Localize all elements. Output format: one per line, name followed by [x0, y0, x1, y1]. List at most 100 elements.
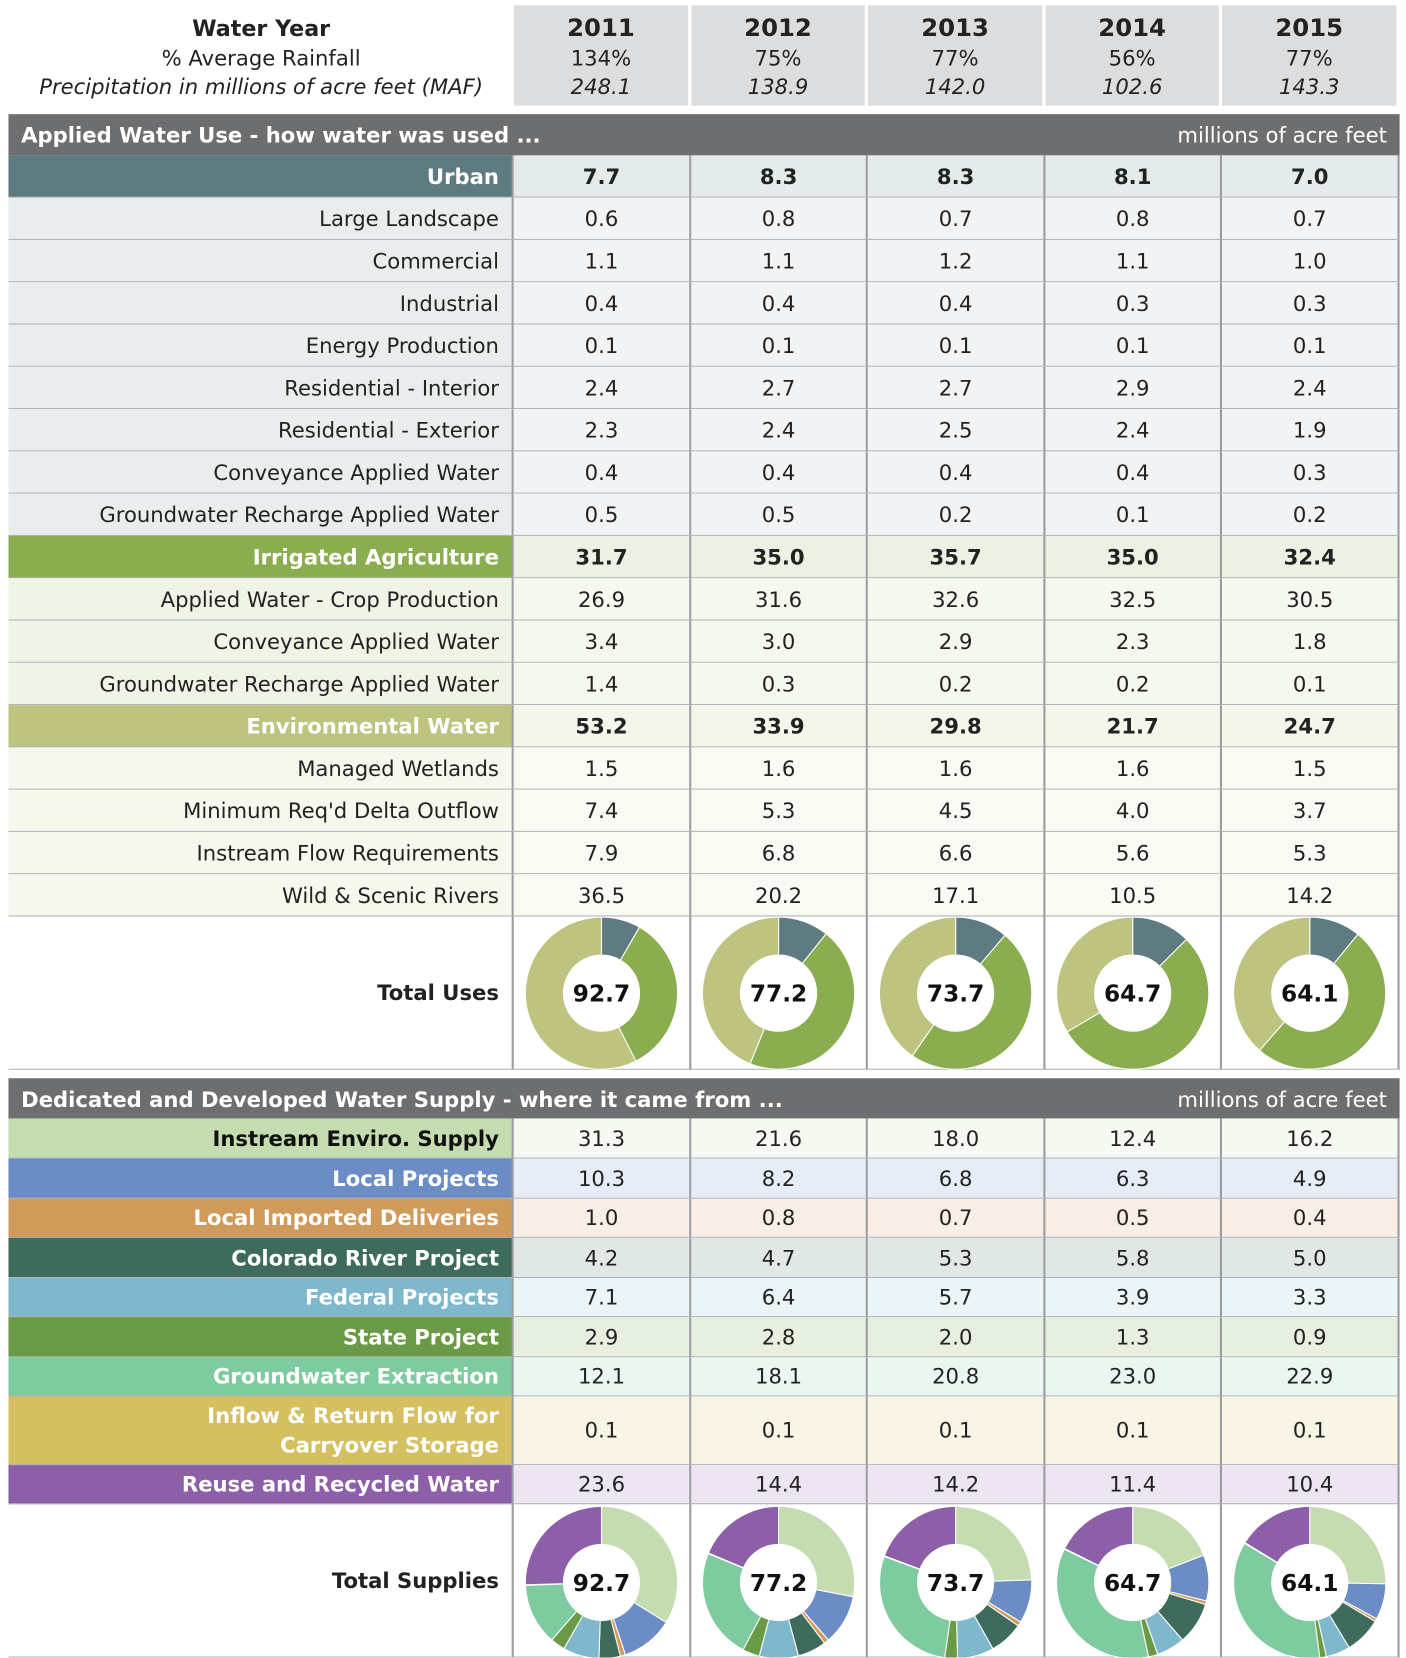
supply-value: 8.2	[691, 1158, 868, 1199]
supply-value-text: 4.9	[1292, 1165, 1327, 1191]
group-value: 35.0	[691, 535, 868, 579]
row-label-text: Managed Wetlands	[297, 755, 499, 781]
row-value: 1.6	[1045, 747, 1223, 790]
row-value: 0.6	[513, 197, 692, 240]
row-value: 2.5	[867, 409, 1046, 452]
donut-total: 77.2	[750, 1570, 807, 1597]
precipitation: 142.0	[868, 72, 1042, 102]
row-value-text: 1.1	[584, 247, 619, 274]
section-title-text: Applied Water Use - how water was used .…	[21, 122, 541, 148]
row-value: 0.3	[1222, 451, 1400, 494]
supply-value-text: 3.3	[1292, 1284, 1327, 1310]
row-label: Groundwater Recharge Applied Water	[8, 662, 514, 706]
supply-label: Local Imported Deliveries	[8, 1198, 514, 1238]
row-value-text: 2.4	[584, 374, 619, 401]
supply-value: 0.4	[1222, 1198, 1400, 1238]
row-value-text: 0.5	[584, 501, 619, 527]
total-label-text: Total Uses	[377, 979, 499, 1006]
supply-value-text: 23.0	[1109, 1363, 1157, 1390]
group-value-text: 32.4	[1283, 543, 1336, 570]
supply-value-text: 31.3	[577, 1125, 626, 1151]
row-value: 1.2	[867, 239, 1046, 283]
supply-value-text: 6.8	[938, 1165, 973, 1191]
row-value: 0.4	[867, 282, 1046, 325]
supply-value-text: 20.8	[932, 1363, 980, 1390]
row-label-text: Wild & Scenic Rivers	[281, 882, 499, 908]
row-value-text: 6.8	[761, 839, 796, 866]
row-value: 2.7	[867, 366, 1046, 410]
row-value-text: 3.7	[1292, 797, 1327, 823]
row-value: 0.1	[513, 324, 692, 367]
row-value-text: 17.1	[932, 882, 980, 908]
rainfall: 75%	[691, 43, 864, 73]
year-text: 2011	[567, 14, 635, 43]
precipitation: 248.1	[514, 72, 688, 102]
group-value: 33.9	[691, 705, 868, 748]
row-value: 0.7	[1222, 197, 1400, 240]
supply-value: 31.3	[513, 1118, 692, 1159]
row-value-text: 0.4	[761, 290, 796, 316]
row-value-text: 1.6	[761, 755, 796, 781]
row-value: 2.4	[1045, 409, 1223, 452]
section-unit: millions of acre feet	[964, 114, 1387, 155]
row-value: 4.5	[867, 789, 1046, 832]
group-value-text: 35.0	[1106, 543, 1159, 570]
group-value-text: 31.7	[575, 543, 628, 570]
group-value-text: 8.3	[759, 163, 798, 189]
row-value-text: 0.1	[1115, 332, 1150, 358]
supply-value: 6.8	[867, 1158, 1046, 1199]
supply-value-text: 18.1	[755, 1363, 803, 1390]
group-value: 35.0	[1045, 535, 1223, 579]
row-value: 7.4	[513, 789, 692, 832]
supply-value: 14.2	[867, 1465, 1046, 1505]
row-value-text: 14.2	[1286, 882, 1334, 908]
row-label-text: Industrial	[399, 290, 499, 316]
row-label: Industrial	[8, 282, 514, 325]
supply-value-text: 5.8	[1115, 1244, 1150, 1271]
row-label-text: Conveyance Applied Water	[213, 459, 499, 485]
row-value-text: 2.5	[938, 417, 973, 443]
row-value-text: 2.7	[761, 374, 796, 401]
precipitation: 138.9	[691, 72, 864, 102]
row-label-text: Energy Production	[305, 332, 499, 358]
total-label: Total Uses	[8, 916, 514, 1070]
supply-value-text: 12.1	[577, 1363, 626, 1390]
group-value: 8.3	[867, 155, 1046, 198]
supply-value: 4.7	[691, 1237, 868, 1279]
row-value: 1.9	[1222, 409, 1400, 452]
row-value: 0.1	[691, 324, 868, 367]
supply-value: 0.1	[1222, 1396, 1400, 1466]
row-value: 0.2	[1222, 493, 1400, 536]
donut-hole	[1271, 1544, 1348, 1621]
supply-label-text: Groundwater Extraction	[213, 1363, 499, 1390]
supply-value-text: 16.2	[1286, 1125, 1334, 1151]
supply-value-text: 5.7	[938, 1284, 973, 1310]
supply-value-text: 6.4	[761, 1284, 796, 1310]
row-label-text: Groundwater Recharge Applied Water	[99, 670, 499, 697]
donut-hole	[740, 1544, 817, 1621]
row-value: 32.5	[1045, 578, 1223, 621]
row-value-text: 36.5	[577, 882, 626, 908]
row-value-text: 0.5	[761, 501, 796, 527]
row-value: 2.3	[1045, 620, 1223, 663]
row-label: Residential - Interior	[8, 366, 514, 410]
donut-total: 73.7	[927, 1570, 984, 1597]
supply-value: 6.3	[1045, 1158, 1223, 1199]
row-value: 0.2	[1045, 662, 1223, 706]
row-value-text: 1.5	[1292, 755, 1327, 781]
donut-hole	[1271, 955, 1348, 1032]
donut-total: 64.7	[1104, 981, 1161, 1008]
row-label-text: Conveyance Applied Water	[213, 628, 499, 654]
rainfall-text: 56%	[1108, 45, 1156, 71]
supply-value: 2.9	[513, 1317, 692, 1358]
row-value-text: 0.1	[761, 332, 796, 358]
row-label-text: Instream Flow Requirements	[196, 839, 499, 866]
row-value: 26.9	[513, 578, 692, 621]
group-value: 8.3	[691, 155, 868, 198]
row-value: 0.1	[1222, 324, 1400, 367]
year: 2015	[1222, 14, 1396, 44]
row-value-text: 2.3	[1115, 628, 1150, 654]
precipitation: 143.3	[1222, 72, 1396, 102]
row-value-text: 1.1	[1115, 247, 1150, 274]
